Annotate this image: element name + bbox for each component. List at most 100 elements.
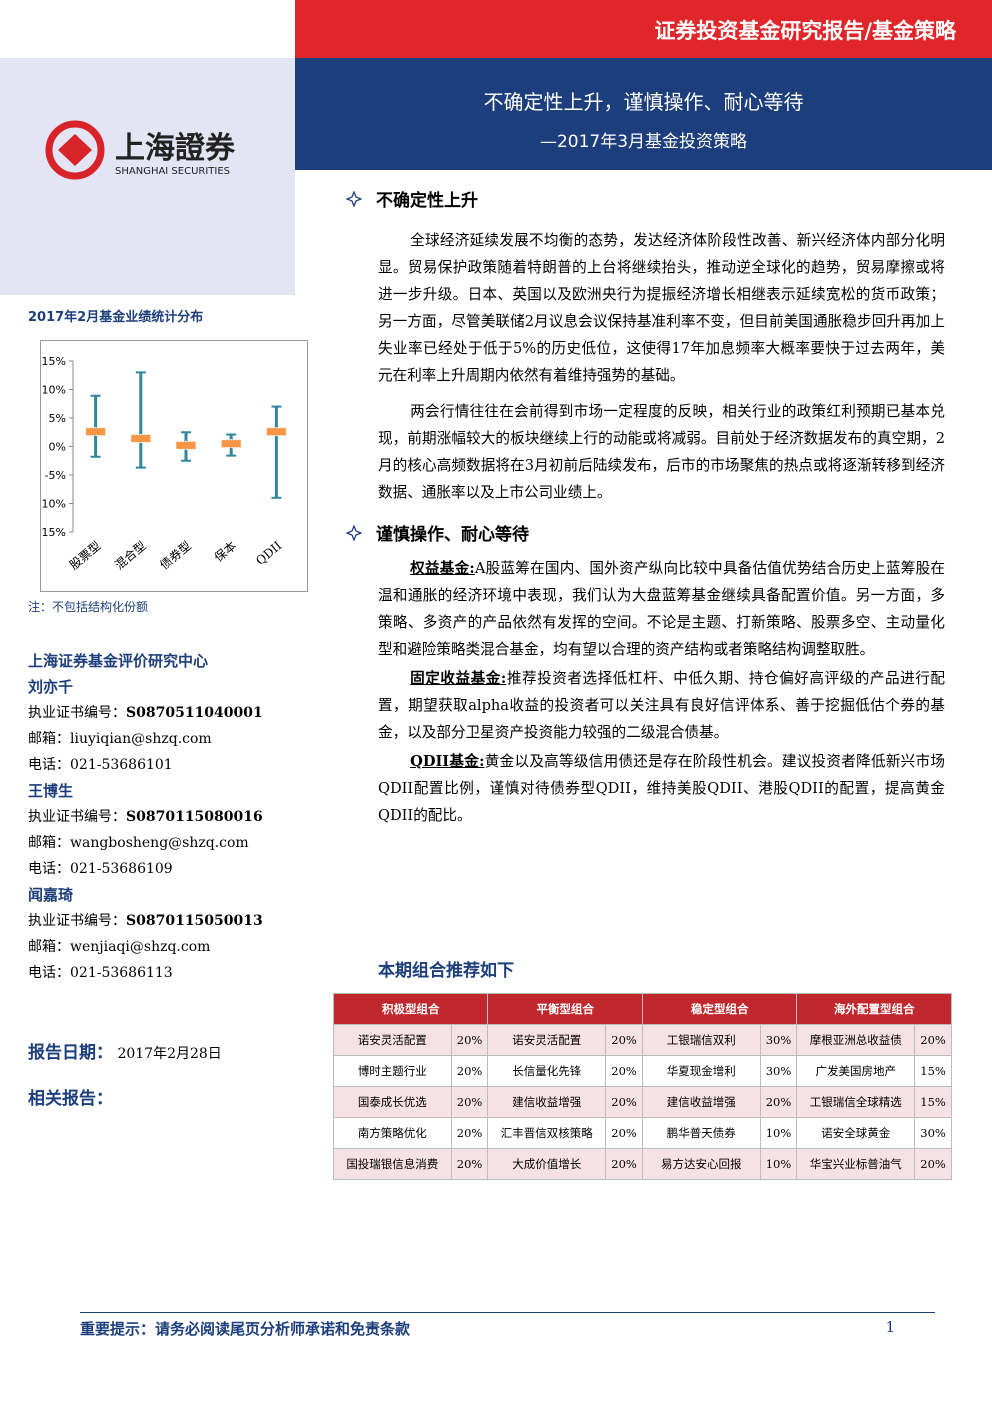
logo-en: SHANGHAI SECURITIES <box>115 166 230 177</box>
report-subtitle: —2017年3月基金投资策略 <box>539 132 748 152</box>
paragraph: 全球经济延续发展不均衡的态势，发达经济体阶段性改善、新兴经济体内部分化明显。贸易… <box>378 227 945 389</box>
fund-name: 鹏华普天债券 <box>641 1117 761 1149</box>
paragraph-text: 推荐投资者选择低杠杆、中低久期、持仓偏好高评级的产品进行配置，期望获取alpha… <box>378 670 945 741</box>
fund-name: 汇丰晋信双核策略 <box>487 1117 607 1149</box>
bullet-shape <box>346 524 362 541</box>
cert-label: 执业证书编号： <box>28 913 126 929</box>
fund-weight: 20% <box>450 1024 489 1056</box>
paragraph-text: 全球经济延续发展不均衡的态势，发达经济体阶段性改善、新兴经济体内部分化明显。贸易… <box>378 232 945 384</box>
fund-name: 博时主题行业 <box>333 1055 452 1087</box>
paragraph: QDII基金:黄金以及高等级信用债还是存在阶段性机会。建议投资者降低新兴市场QD… <box>378 748 945 829</box>
cert-label: 执业证书编号： <box>28 809 126 825</box>
fund-name: 诺安灵活配置 <box>487 1024 607 1056</box>
analyst-name: 闻嘉琦 <box>28 886 74 904</box>
chart-title: 2017年2月基金业绩统计分布 <box>28 310 204 325</box>
fund-weight: 20% <box>605 1024 643 1056</box>
fund-name: 南方策略优化 <box>333 1117 452 1149</box>
x-tick-label: 混合型 <box>111 538 148 573</box>
median-box <box>220 439 242 449</box>
y-tick-label: 0% <box>49 441 66 454</box>
paragraph: 两会行情往往在会前得到市场一定程度的反映，相关行业的政策红利预期已基本兑现，前期… <box>378 398 945 506</box>
fund-weight: 20% <box>605 1148 643 1180</box>
fund-weight: 10% <box>759 1148 798 1180</box>
email: 邮箱：wangbosheng@shzq.com <box>28 835 249 851</box>
cert-number: S0870511040001 <box>126 705 263 721</box>
y-tick-label: 15% <box>42 355 66 368</box>
fund-name: 国投瑞银信息消费 <box>333 1148 452 1180</box>
fund-row: 博时主题行业 20% 长信量化先锋 20% 华夏现金增利 30% 广发美国房地产 15% <box>333 1055 952 1087</box>
cert: 执业证书编号：S0870511040001 <box>28 700 263 726</box>
email: 邮箱：wenjiaqi@shzq.com <box>28 939 211 955</box>
lead-label: 权益基金: <box>410 560 475 577</box>
page-number: 1 <box>885 1318 895 1336</box>
contacts: 上海证券基金评价研究中心 刘亦千 执业证书编号：S0870511040001 邮箱：l… <box>28 648 263 986</box>
fund-weight: 10% <box>759 1117 798 1149</box>
cert: 执业证书编号：S0870115050013 <box>28 908 263 934</box>
x-tick-label: 股票型 <box>67 539 104 573</box>
group-name: 积极型组合 <box>332 993 489 1025</box>
phone: 电话：021-53686109 <box>28 861 173 877</box>
fund-name: 国泰成长优选 <box>333 1086 452 1118</box>
fund-weight: 20% <box>605 1086 643 1118</box>
report-title: 不确定性上升，谨慎操作、耐心等待 <box>483 90 804 114</box>
footer: 重要提示：请务必阅读尾页分析师承诺和免责条款 1 <box>80 1312 935 1338</box>
date-label: 报告日期： <box>28 1043 113 1063</box>
section-heading: 谨慎操作、耐心等待 <box>346 520 945 545</box>
paragraph-text: 黄金以及高等级信用债还是存在阶段性机会。建议投资者降低新兴市场QDII配置比例，… <box>378 753 945 824</box>
analyst-name: 王博生 <box>28 782 74 800</box>
fund-name: 大成价值增长 <box>487 1148 607 1180</box>
portfolio-table: 积极型组合 平衡型组合 稳定型组合 海外配置型组合 诺安灵活配置 20% 诺安灵活配置 20%… <box>332 993 952 1180</box>
fund-name: 华宝兴业标普油气 <box>796 1148 916 1180</box>
section-heading-text: 谨慎操作、耐心等待 <box>376 525 529 545</box>
paragraph: 固定收益基金:推荐投资者选择低杠杆、中低久期、持仓偏好高评级的产品进行配置，期望… <box>378 665 945 746</box>
fund-weight: 20% <box>605 1117 643 1149</box>
fund-weight: 20% <box>450 1148 489 1180</box>
group-name: 海外配置型组合 <box>796 993 952 1025</box>
email: 邮箱：liuyiqian@shzq.com <box>28 731 212 747</box>
fund-name: 易方达安心回报 <box>641 1148 761 1180</box>
fund-name: 工银瑞信双利 <box>641 1024 761 1056</box>
paragraph-text: 两会行情往往在会前得到市场一定程度的反映，相关行业的政策红利预期已基本兑现，前期… <box>378 403 945 501</box>
center-name: 上海证券基金评价研究中心 <box>28 652 209 670</box>
median-box <box>265 427 287 437</box>
median-box <box>130 434 152 444</box>
bullet-icon <box>346 524 362 541</box>
cert-number: S0870115050013 <box>126 913 263 929</box>
fund-name: 建信收益增强 <box>487 1086 607 1118</box>
logo-panel: 上海證券 SHANGHAI SECURITIES <box>0 58 295 295</box>
logo-cn: 上海證券 <box>115 131 236 166</box>
y-tick-label: -10% <box>40 498 66 511</box>
fund-weight: 20% <box>914 1148 952 1180</box>
fund-weight: 20% <box>605 1055 643 1087</box>
x-tick-label: QDII <box>253 538 284 567</box>
fund-weight: 20% <box>450 1055 489 1087</box>
banner: 证券投资基金研究报告/基金策略 <box>295 0 992 58</box>
date: 2017年2月28日 <box>117 1046 222 1062</box>
paragraph: 权益基金:A股蓝筹在国内、国外资产纵向比较中具备估值优势结合历史上蓝筹股在温和通… <box>378 555 945 663</box>
cert-number: S0870115080016 <box>126 809 263 825</box>
chart: 15% 10% 5% 0% -5% -10% -15%股票型 混合型 债券型 保本 QDII <box>40 340 308 592</box>
cert: 执业证书编号：S0870115080016 <box>28 804 263 830</box>
fund-name: 诺安灵活配置 <box>333 1024 452 1056</box>
header-row: 积极型组合 平衡型组合 稳定型组合 海外配置型组合 <box>332 993 952 1025</box>
x-tick-label: 保本 <box>212 539 239 565</box>
logo-diamond <box>58 134 92 166</box>
fund-name: 华夏现金增利 <box>641 1055 761 1087</box>
fund-row: 南方策略优化 20% 汇丰晋信双核策略 20% 鹏华普天债券 10% 诺安全球黄金 30% <box>333 1117 952 1149</box>
chart-note: 注：不包括结构化份额 <box>28 600 149 614</box>
fund-weight: 30% <box>759 1055 798 1087</box>
fund-name: 工银瑞信全球精选 <box>796 1086 916 1118</box>
fund-row: 国投瑞银信息消费 20% 大成价值增长 20% 易方达安心回报 10% 华宝兴业标普油气 20… <box>333 1148 952 1180</box>
phone: 电话：021-53686113 <box>28 965 173 981</box>
x-tick-label: 债券型 <box>157 538 194 573</box>
fund-weight: 30% <box>914 1117 952 1149</box>
median-box <box>85 427 107 437</box>
y-tick-label: -5% <box>45 469 66 482</box>
fund-name: 摩根亚洲总收益债 <box>796 1024 916 1056</box>
body: 不确定性上升 全球经济延续发展不均衡的态势，发达经济体阶段性改善、新兴经济体内部分… <box>346 186 945 831</box>
group-name: 平衡型组合 <box>487 993 643 1025</box>
bullet-icon <box>346 190 362 207</box>
fund-weight: 20% <box>450 1086 489 1118</box>
fund-weight: 30% <box>759 1024 798 1056</box>
bullet-shape <box>346 190 362 207</box>
